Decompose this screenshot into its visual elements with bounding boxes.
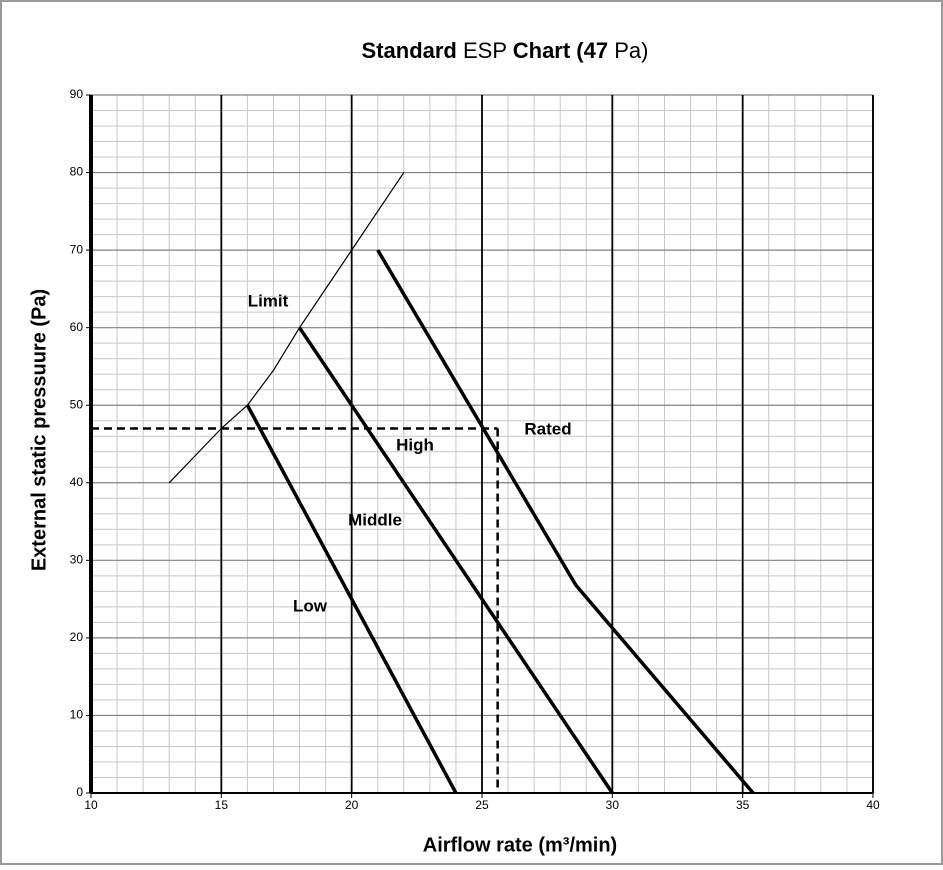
chart-title: Standard ESP Chart (47 Pa) [362, 38, 649, 63]
title-part: Standard [362, 38, 457, 63]
y-tick-label: 60 [70, 320, 84, 334]
y-tick-label: 0 [76, 785, 83, 799]
y-tick-label: 80 [70, 165, 84, 179]
y-tick-label: 30 [70, 553, 84, 567]
annotation: Rated [524, 419, 571, 438]
y-tick-label: 70 [70, 242, 84, 256]
x-tick-label: 20 [345, 798, 359, 812]
series-line [245, 404, 458, 794]
title-part: Pa) [614, 38, 648, 63]
annotation: Limit [248, 291, 289, 310]
series-line [376, 249, 755, 795]
x-tick-label: 30 [606, 798, 620, 812]
annotation: Low [293, 596, 328, 615]
y-tick-label: 50 [70, 397, 84, 411]
x-tick-label: 15 [215, 798, 229, 812]
annotation: Middle [348, 510, 402, 529]
title-part: ESP [463, 38, 507, 63]
series-line [298, 326, 614, 794]
y-tick-label: 40 [70, 475, 84, 489]
x-tick-label: 35 [736, 798, 750, 812]
x-tick-label: 40 [866, 798, 880, 812]
series-line [168, 172, 405, 484]
x-tick-label: 25 [475, 798, 489, 812]
x-axis-label: Airflow rate (m³/min) [423, 834, 617, 856]
y-axis-label: External static pressuure (Pa) [28, 289, 50, 571]
y-tick-label: 90 [70, 87, 84, 101]
x-tick-label: 10 [84, 798, 98, 812]
y-tick-label: 10 [70, 708, 84, 722]
title-part: Chart (47 [513, 38, 608, 63]
y-tick-label: 20 [70, 630, 84, 644]
annotation: High [396, 435, 434, 454]
